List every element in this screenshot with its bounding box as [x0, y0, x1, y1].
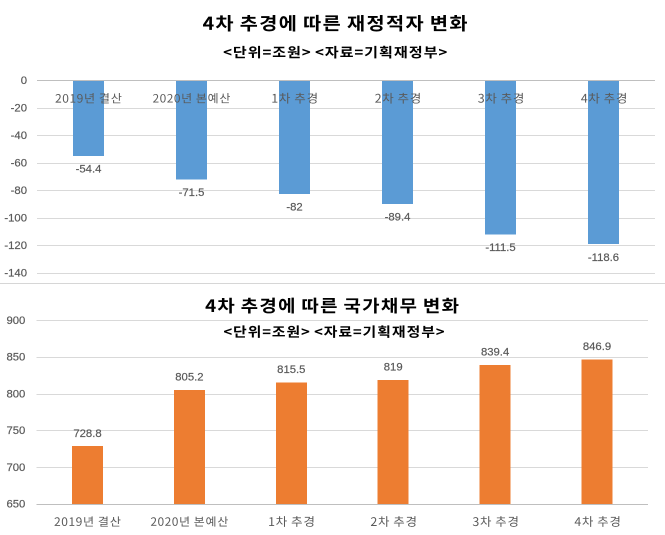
- svg-text:-40: -40: [11, 130, 27, 142]
- svg-text:-100: -100: [4, 213, 27, 225]
- svg-text:-140: -140: [4, 268, 27, 280]
- svg-text:-82: -82: [286, 202, 302, 214]
- svg-text:819: 819: [384, 362, 403, 374]
- svg-text:-89.4: -89.4: [385, 212, 411, 224]
- svg-text:839.4: 839.4: [481, 347, 509, 359]
- svg-text:-111.5: -111.5: [485, 242, 515, 254]
- svg-text:805.2: 805.2: [175, 372, 203, 384]
- svg-text:0: 0: [21, 75, 27, 87]
- svg-text:650: 650: [6, 499, 25, 511]
- svg-text:-71.5: -71.5: [179, 187, 205, 199]
- svg-text:-20: -20: [11, 103, 27, 115]
- svg-text:850: 850: [6, 352, 25, 364]
- svg-text:700: 700: [6, 462, 25, 474]
- svg-text:-54.4: -54.4: [76, 164, 102, 176]
- svg-text:900: 900: [6, 315, 25, 327]
- svg-text:815.5: 815.5: [277, 364, 305, 376]
- svg-text:-118.6: -118.6: [588, 252, 619, 264]
- svg-text:846.9: 846.9: [583, 341, 611, 353]
- svg-text:-120: -120: [4, 240, 27, 252]
- svg-text:800: 800: [6, 388, 25, 400]
- svg-text:-80: -80: [11, 185, 27, 197]
- svg-text:-60: -60: [11, 158, 27, 170]
- svg-text:728.8: 728.8: [73, 428, 101, 440]
- svg-text:750: 750: [6, 425, 25, 437]
